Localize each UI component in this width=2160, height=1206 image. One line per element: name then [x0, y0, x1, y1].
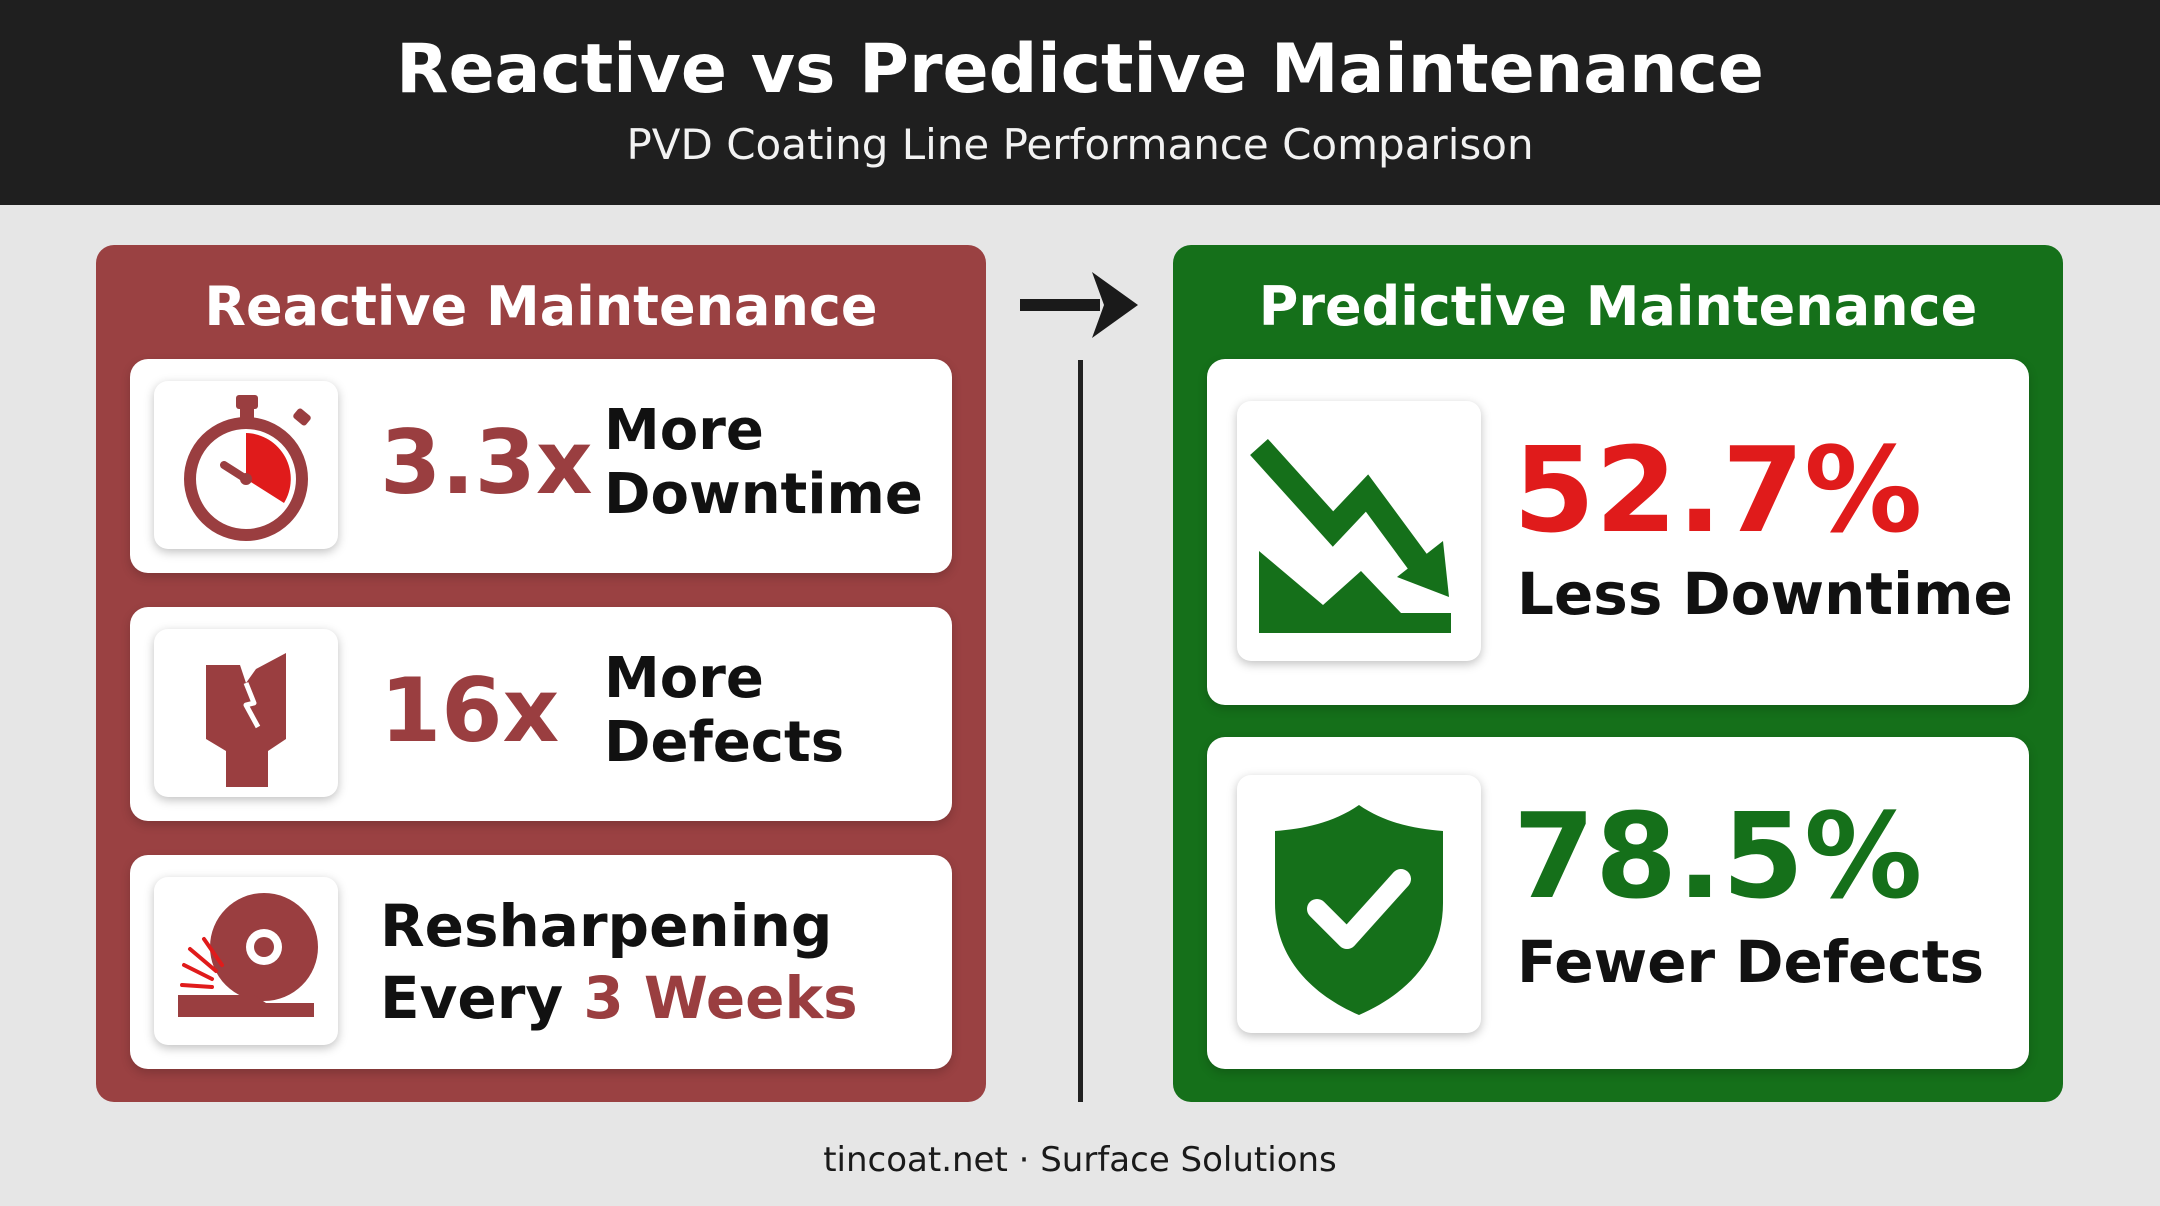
resharpening-interval: 3 Weeks	[583, 964, 858, 1032]
downtime-reduction-value: 52.7%	[1513, 421, 1923, 559]
predictive-panel: Predictive Maintenance 52.7% Less Downti…	[1173, 245, 2063, 1102]
defects-label-line1: More	[604, 646, 764, 711]
resharpening-label-line1: Resharpening	[380, 892, 833, 960]
arrow-right-icon	[1020, 272, 1140, 342]
resharpening-label-line2: Every 3 Weeks	[380, 963, 858, 1033]
reactive-panel-title: Reactive Maintenance	[204, 275, 878, 338]
downtime-reduction-label: Less Downtime	[1517, 560, 2013, 628]
page-subtitle: PVD Coating Line Performance Comparison	[626, 120, 1534, 169]
page-title: Reactive vs Predictive Maintenance	[396, 30, 1764, 109]
reactive-defects-card: 16x More Defects	[130, 607, 952, 821]
defects-multiplier: 16x	[380, 659, 560, 762]
downtime-label-line1: More	[604, 398, 764, 463]
reactive-downtime-card: 3.3x More Downtime	[130, 359, 952, 573]
shield-check-icon	[1237, 775, 1481, 1033]
panel-divider	[1078, 360, 1083, 1102]
downtime-label-line2: Downtime	[604, 462, 923, 527]
reactive-resharpening-card: Resharpening Every 3 Weeks	[130, 855, 952, 1069]
defect-reduction-label: Fewer Defects	[1517, 928, 1985, 996]
trend-down-icon	[1237, 401, 1481, 661]
footer-credit: tincoat.net · Surface Solutions	[823, 1140, 1337, 1180]
reactive-panel: Reactive Maintenance 3.3x More Downtime	[96, 245, 986, 1102]
grinding-wheel-icon	[154, 877, 338, 1045]
broken-tool-icon	[154, 629, 338, 797]
header-banner: Reactive vs Predictive Maintenance PVD C…	[0, 0, 2160, 205]
defects-label-line2: Defects	[604, 710, 845, 775]
predictive-panel-title: Predictive Maintenance	[1258, 275, 1978, 338]
predictive-defects-card: 78.5% Fewer Defects	[1207, 737, 2029, 1069]
resharpening-label-prefix: Every	[380, 964, 584, 1032]
downtime-multiplier: 3.3x	[380, 411, 593, 514]
stopwatch-icon	[154, 381, 338, 549]
predictive-downtime-stat-card: 52.7% Less Downtime	[1207, 359, 2029, 705]
defect-reduction-value: 78.5%	[1513, 787, 1923, 925]
